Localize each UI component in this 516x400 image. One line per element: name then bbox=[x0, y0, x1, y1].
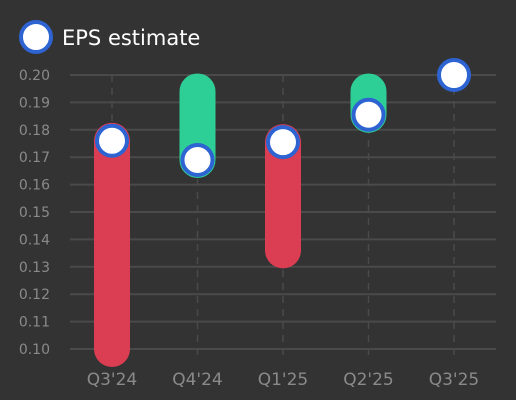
eps-estimate-point[interactable] bbox=[266, 125, 300, 160]
eps-estimate-point[interactable] bbox=[351, 97, 386, 132]
y-tick-label: 0.13 bbox=[19, 260, 50, 276]
y-tick-label: 0.17 bbox=[19, 150, 50, 166]
y-tick-label: 0.15 bbox=[19, 205, 50, 221]
legend[interactable]: EPS estimate bbox=[19, 20, 200, 54]
x-tick-label: Q1'25 bbox=[258, 370, 309, 390]
y-tick-label: 0.14 bbox=[19, 232, 50, 248]
eps-estimate-point[interactable] bbox=[437, 58, 471, 92]
x-tick-label: Q4'24 bbox=[172, 370, 223, 390]
marker-layer bbox=[95, 58, 471, 177]
y-tick-label: 0.12 bbox=[19, 287, 50, 303]
x-tick-label: Q2'25 bbox=[343, 370, 394, 390]
y-tick-label: 0.19 bbox=[19, 95, 50, 111]
miss-bar bbox=[94, 122, 130, 367]
y-tick-label: 0.16 bbox=[19, 178, 50, 194]
tick-layer: 0.10 0.11 0.12 0.13 0.14 0.15 0.16 0.17 0.18 0.19… bbox=[19, 68, 479, 390]
y-tick-label: 0.10 bbox=[19, 342, 50, 358]
x-tick-label: Q3'24 bbox=[87, 370, 138, 390]
x-tick-label: Q3'25 bbox=[429, 370, 480, 390]
eps-estimate-point[interactable] bbox=[95, 123, 129, 158]
eps-estimate-point[interactable] bbox=[180, 142, 215, 177]
miss-bar bbox=[265, 124, 301, 269]
legend-label: EPS estimate bbox=[62, 26, 200, 50]
y-tick-label: 0.18 bbox=[19, 123, 50, 139]
y-tick-label: 0.11 bbox=[19, 315, 50, 331]
y-tick-label: 0.20 bbox=[19, 68, 50, 84]
legend-marker-icon bbox=[19, 20, 53, 54]
